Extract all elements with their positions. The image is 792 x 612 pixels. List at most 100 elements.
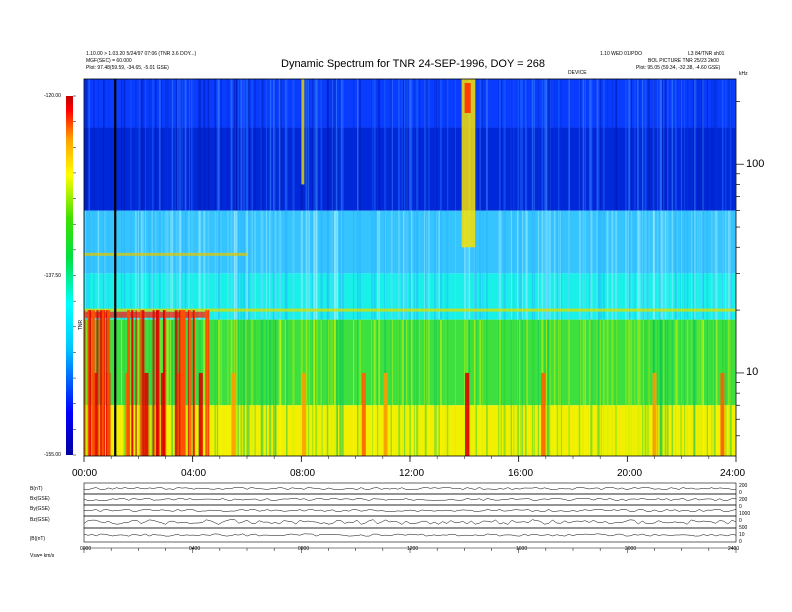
streak [284,79,286,211]
streak [372,319,373,456]
streak [240,79,243,211]
streak [333,210,336,320]
streak [482,79,484,211]
streak [560,319,562,456]
streak [216,79,219,211]
streak [269,210,272,320]
streak [475,79,477,211]
streak [130,319,132,456]
streak [520,319,522,456]
streak [135,210,137,320]
streak [611,79,614,211]
streak [616,79,618,211]
streak [602,210,605,320]
streak [700,319,703,456]
streak [391,79,393,211]
x-tick-label-6: 24:00 [720,468,746,479]
streak [525,79,527,211]
streak [220,319,222,456]
panel-right-scale-4: 1000 [739,511,751,517]
streak [203,319,206,456]
streak [615,319,617,456]
streak [240,210,243,320]
x-tick-label-0: 00:00 [72,468,98,479]
streak [534,79,536,211]
early-activity [96,310,98,456]
streak [403,79,406,211]
streak [601,79,602,211]
streak [247,319,250,456]
streak [628,319,631,456]
streak [357,210,359,320]
streak [148,79,151,211]
streak [308,319,310,456]
streak [556,79,558,211]
streak [468,319,471,456]
streak [359,319,361,456]
streak [590,79,593,211]
streak [541,79,544,211]
streak [479,79,481,211]
streak [313,319,315,456]
streak [713,79,716,211]
streak [331,210,333,320]
streak [165,79,168,211]
streak [280,210,282,320]
streak [409,79,412,211]
streak [409,319,412,456]
panel-trace-2 [83,509,737,512]
streak [475,210,477,320]
streak [235,210,238,320]
streak [214,79,216,211]
streak [500,210,502,320]
streak [378,210,381,320]
event-7 [231,372,236,456]
streak [455,319,456,456]
streak [272,79,275,211]
streak [681,210,682,320]
streak [274,79,277,211]
streak [371,79,372,211]
streak [519,210,521,320]
streak [578,319,581,456]
streak [625,79,627,211]
streak [214,210,216,320]
streak [280,79,282,211]
streak [165,210,166,320]
streak [410,319,413,456]
streak [227,79,229,211]
streak [359,210,361,320]
streak [526,79,528,211]
panel-x-tick-2: 0800 [298,546,310,552]
streak [713,210,715,320]
streak [644,210,647,320]
streak [285,79,287,211]
streak [145,79,147,211]
early-activity [97,310,99,456]
streak [715,319,718,456]
streak [93,210,95,320]
streak [455,210,456,320]
panel-right-scale-7: 10 [739,532,745,538]
streak [269,210,270,320]
streak [121,319,123,456]
streak [498,319,500,456]
streak [466,210,469,320]
streak [357,79,359,211]
streak [647,210,649,320]
streak [568,319,571,456]
streak [178,79,182,211]
x-axis-ticks [83,456,737,462]
y-unit-label: kHz [739,71,748,77]
streak [725,79,727,211]
streak [352,319,355,456]
streak [161,210,163,320]
streak [686,210,689,320]
streak [660,79,662,211]
streak [558,319,560,456]
streak [191,319,192,456]
streak [434,319,436,456]
streak [698,79,700,211]
streak [240,319,243,456]
streak [178,210,182,320]
